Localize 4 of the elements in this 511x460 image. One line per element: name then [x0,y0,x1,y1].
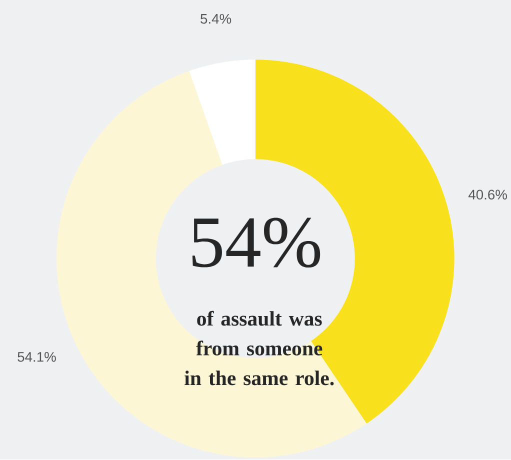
data-label: 54.1% [18,352,56,362]
data-label: 5.4% [200,14,232,24]
data-label: 40.6% [468,190,507,200]
text: 54% [192,218,320,268]
